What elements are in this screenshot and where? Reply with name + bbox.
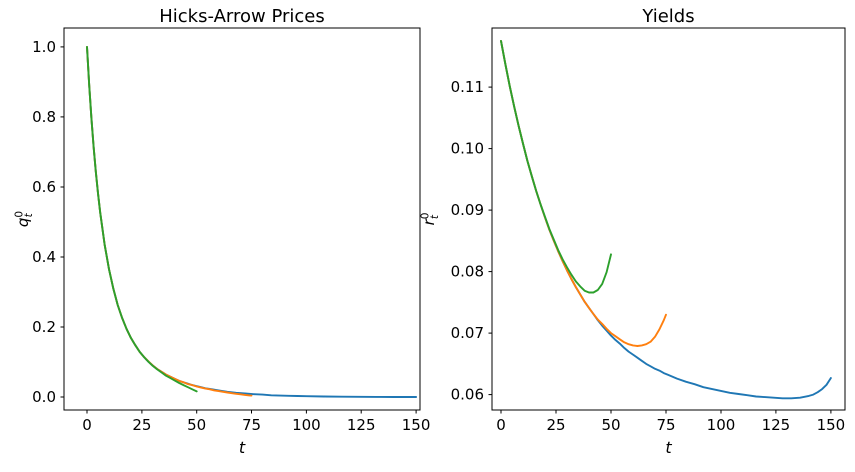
axes-frame: [63, 27, 421, 411]
y-axis-label: q0t: [14, 211, 36, 227]
yields-plot: 0 25 50 75 100 125 150 0.06 0.07 0.08 0.09 0.10 0.11…: [420, 6, 846, 457]
x-tick-label: 75: [656, 416, 675, 434]
series-blue-line: [500, 39, 832, 400]
x-tick-label: 150: [817, 416, 846, 434]
x-tick-label: 75: [242, 416, 261, 434]
series-green-line: [86, 45, 198, 393]
axes-frame: [491, 27, 846, 411]
plot-title: Hicks-Arrow Prices: [159, 6, 324, 27]
y-tick-label: 0.07: [451, 324, 484, 342]
x-tick-label: 100: [292, 416, 321, 434]
x-axis-label: t: [239, 438, 246, 457]
y-tick-label: 0.10: [451, 140, 484, 158]
x-tick-label: 0: [496, 416, 506, 434]
y-tick-label: 0.08: [451, 263, 484, 281]
y-tick-label: 0.09: [451, 201, 484, 219]
y-tick-label: 0.2: [32, 318, 56, 336]
x-tick-label: 100: [707, 416, 736, 434]
x-tick-label: 25: [132, 416, 151, 434]
plot-title: Yields: [641, 6, 694, 27]
y-tick-label: 0.6: [32, 178, 56, 196]
y-tick-label: 0.11: [451, 78, 484, 96]
x-tick-label: 50: [601, 416, 620, 434]
x-axis-label: t: [665, 438, 672, 457]
series-green-line: [500, 39, 612, 294]
y-axis-label: r0t: [420, 213, 442, 226]
series-orange-line: [500, 39, 667, 347]
y-tick-label: 1.0: [32, 38, 56, 56]
y-tick-label: 0.0: [32, 388, 56, 406]
x-tick-label: 25: [546, 416, 565, 434]
x-tick-label: 125: [347, 416, 376, 434]
y-tick-label: 0.4: [32, 248, 56, 266]
series-blue-line: [86, 45, 418, 398]
series-orange-line: [86, 45, 253, 397]
y-tick-label: 0.8: [32, 108, 56, 126]
x-tick-label: 0: [82, 416, 92, 434]
hicks-arrow-prices-plot: 0 25 50 75 100 125 150 0.0 0.2 0.4 0.6 0.8 1.0 Hicks-…: [14, 6, 431, 457]
x-tick-label: 150: [402, 416, 431, 434]
y-tick-label: 0.06: [451, 386, 484, 404]
x-tick-label: 125: [762, 416, 791, 434]
x-tick-label: 50: [187, 416, 206, 434]
